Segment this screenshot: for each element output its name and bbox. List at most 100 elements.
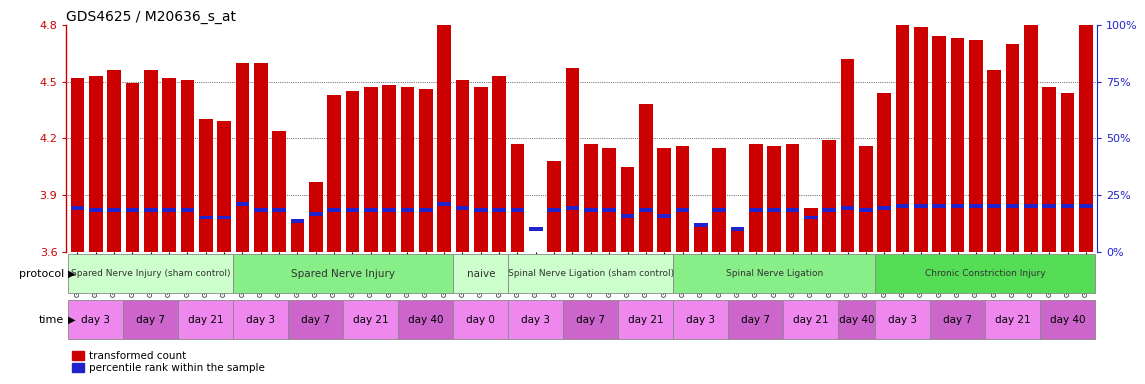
Text: day 7: day 7 [136, 314, 165, 325]
Bar [289, 300, 344, 339]
Text: time: time [39, 314, 64, 325]
Text: day 7: day 7 [943, 314, 972, 325]
Bar [728, 300, 783, 339]
Bar [621, 167, 634, 252]
Bar [950, 38, 964, 252]
Bar [584, 144, 598, 252]
Bar [731, 229, 744, 252]
Bar [108, 208, 121, 212]
Bar [236, 202, 250, 206]
Bar [1005, 44, 1019, 252]
Bar [234, 300, 289, 339]
Bar [1060, 204, 1074, 208]
Bar [474, 208, 488, 212]
Bar [749, 208, 763, 212]
Bar [529, 252, 543, 272]
Bar [676, 208, 689, 212]
Bar [309, 182, 323, 252]
Bar [273, 131, 286, 252]
Bar [382, 85, 396, 252]
Text: day 21: day 21 [188, 314, 223, 325]
Bar [1040, 300, 1095, 339]
Bar [234, 254, 453, 293]
Text: day 21: day 21 [995, 314, 1030, 325]
Bar [218, 121, 231, 252]
Bar [474, 87, 488, 252]
Bar [875, 300, 930, 339]
Bar [1005, 204, 1019, 208]
Bar [344, 300, 398, 339]
Text: Spinal Nerve Ligation: Spinal Nerve Ligation [726, 269, 823, 278]
Text: day 3: day 3 [81, 314, 110, 325]
Bar [639, 104, 653, 252]
Bar [804, 216, 818, 219]
Bar [840, 206, 854, 210]
Text: day 7: day 7 [576, 314, 606, 325]
Text: day 40: day 40 [408, 314, 443, 325]
Bar [254, 208, 268, 212]
Bar [547, 161, 561, 252]
Bar [126, 83, 140, 252]
Bar [987, 70, 1001, 252]
Bar [1042, 87, 1056, 252]
Bar [859, 146, 872, 252]
Bar [1042, 204, 1056, 208]
Text: day 21: day 21 [793, 314, 829, 325]
Bar [529, 227, 543, 231]
Bar [639, 208, 653, 212]
Bar [932, 36, 946, 252]
Text: day 3: day 3 [889, 314, 917, 325]
Bar [767, 208, 781, 212]
Bar [163, 208, 176, 212]
Bar [126, 208, 140, 212]
Bar [144, 70, 158, 252]
Bar [838, 300, 875, 339]
Bar [508, 254, 673, 293]
Bar [401, 208, 414, 212]
Bar [694, 223, 708, 227]
Bar [181, 208, 195, 212]
Text: GDS4625 / M20636_s_at: GDS4625 / M20636_s_at [66, 10, 236, 24]
Bar [511, 208, 524, 212]
Bar [694, 227, 708, 252]
Bar [108, 70, 121, 252]
Text: Spared Nerve Injury: Spared Nerve Injury [291, 268, 395, 279]
Bar [840, 59, 854, 252]
Bar [602, 148, 616, 252]
Bar [398, 300, 453, 339]
Bar [987, 204, 1001, 208]
Bar [437, 25, 451, 252]
Bar [364, 208, 378, 212]
Bar [932, 204, 946, 208]
Bar [291, 219, 305, 223]
Bar [1024, 204, 1037, 208]
Bar [547, 208, 561, 212]
Bar [712, 148, 726, 252]
Bar [566, 206, 579, 210]
Bar [89, 76, 103, 252]
Bar [877, 93, 891, 252]
Bar [657, 148, 671, 252]
Bar [895, 204, 909, 208]
Bar [822, 208, 836, 212]
Bar [401, 87, 414, 252]
Bar [511, 144, 524, 252]
Bar [346, 208, 360, 212]
Text: day 21: day 21 [353, 314, 388, 325]
Bar [199, 216, 213, 219]
Bar [124, 300, 179, 339]
Legend: transformed count, percentile rank within the sample: transformed count, percentile rank withi… [72, 351, 266, 373]
Text: day 7: day 7 [301, 314, 330, 325]
Bar [673, 300, 728, 339]
Text: naive: naive [466, 268, 495, 279]
Bar [181, 80, 195, 252]
Bar [749, 144, 763, 252]
Bar [785, 144, 799, 252]
Text: day 3: day 3 [246, 314, 275, 325]
Bar [566, 68, 579, 252]
Bar [273, 208, 286, 212]
Bar [437, 202, 451, 206]
Text: Spinal Nerve Ligation (sham control): Spinal Nerve Ligation (sham control) [507, 269, 674, 278]
Text: protocol: protocol [18, 268, 64, 279]
Bar [382, 208, 396, 212]
